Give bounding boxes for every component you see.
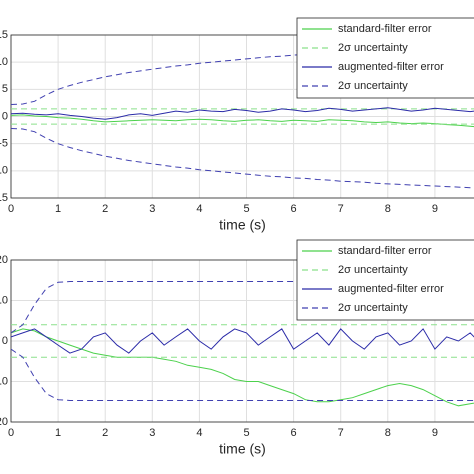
y-tick-label: -10: [0, 375, 8, 387]
series-line: [11, 114, 474, 128]
y-tick-label: -20: [0, 416, 8, 428]
y-tick-label: 0: [2, 335, 8, 347]
x-tick-label: 4: [196, 203, 202, 215]
y-tick-label: 10: [0, 56, 8, 68]
legend-label: augmented-filter error: [338, 61, 444, 73]
x-tick-label: 8: [385, 203, 391, 215]
x-tick-label: 0: [8, 203, 14, 215]
legend-label: 2σ uncertainty: [338, 302, 408, 314]
x-tick-label: 9: [432, 203, 438, 215]
x-tick-label: 8: [385, 427, 391, 439]
legend: standard-filter error 2σ uncertainty augme…: [296, 17, 474, 99]
series-line: [11, 328, 474, 354]
series-line: [11, 348, 474, 401]
x-tick-label: 6: [291, 203, 297, 215]
x-tick-label: 5: [243, 203, 249, 215]
y-tick-label: 0: [2, 110, 8, 122]
series-line: [11, 128, 474, 189]
y-tick-label: 20: [0, 254, 8, 266]
legend-label: augmented-filter error: [338, 283, 444, 295]
x-tick-label: 1: [55, 203, 61, 215]
x-tick-label: 7: [338, 427, 344, 439]
y-tick-label: -10: [0, 165, 8, 177]
x-tick-label: 2: [102, 427, 108, 439]
legend-label: standard-filter error: [338, 23, 432, 35]
y-tick-label: 10: [0, 294, 8, 306]
x-tick-label: 3: [149, 427, 155, 439]
y-tick-label: 5: [2, 83, 8, 95]
y-tick-label: -15: [0, 192, 8, 204]
y-tick-label: 15: [0, 29, 8, 41]
legend-label: 2σ uncertainty: [338, 264, 408, 276]
x-tick-label: 7: [338, 203, 344, 215]
series-line: [11, 107, 474, 120]
x-tick-label: 4: [196, 427, 202, 439]
legend: standard-filter error 2σ uncertainty augme…: [296, 239, 474, 321]
axes-box: [10, 34, 474, 199]
x-tick-label: 5: [243, 427, 249, 439]
legend-box: [296, 17, 474, 99]
x-tick-label: 2: [102, 203, 108, 215]
x-axis-label: time (s): [219, 217, 266, 233]
x-tick-label: 6: [291, 427, 297, 439]
x-tick-label: 0: [8, 427, 14, 439]
y-tick-label: -5: [0, 138, 8, 150]
x-axis-label: time (s): [219, 441, 266, 457]
legend-box: [296, 239, 474, 321]
legend-label: 2σ uncertainty: [338, 80, 408, 92]
x-tick-label: 3: [149, 203, 155, 215]
series-line: [11, 281, 474, 334]
legend-label: 2σ uncertainty: [338, 42, 408, 54]
x-tick-label: 1: [55, 427, 61, 439]
axes-box: [10, 259, 474, 423]
x-tick-label: 9: [432, 427, 438, 439]
legend-label: standard-filter error: [338, 245, 432, 257]
series-line: [11, 44, 474, 105]
series-group: [11, 44, 474, 189]
series-group: [11, 281, 474, 407]
series-line: [11, 328, 474, 407]
